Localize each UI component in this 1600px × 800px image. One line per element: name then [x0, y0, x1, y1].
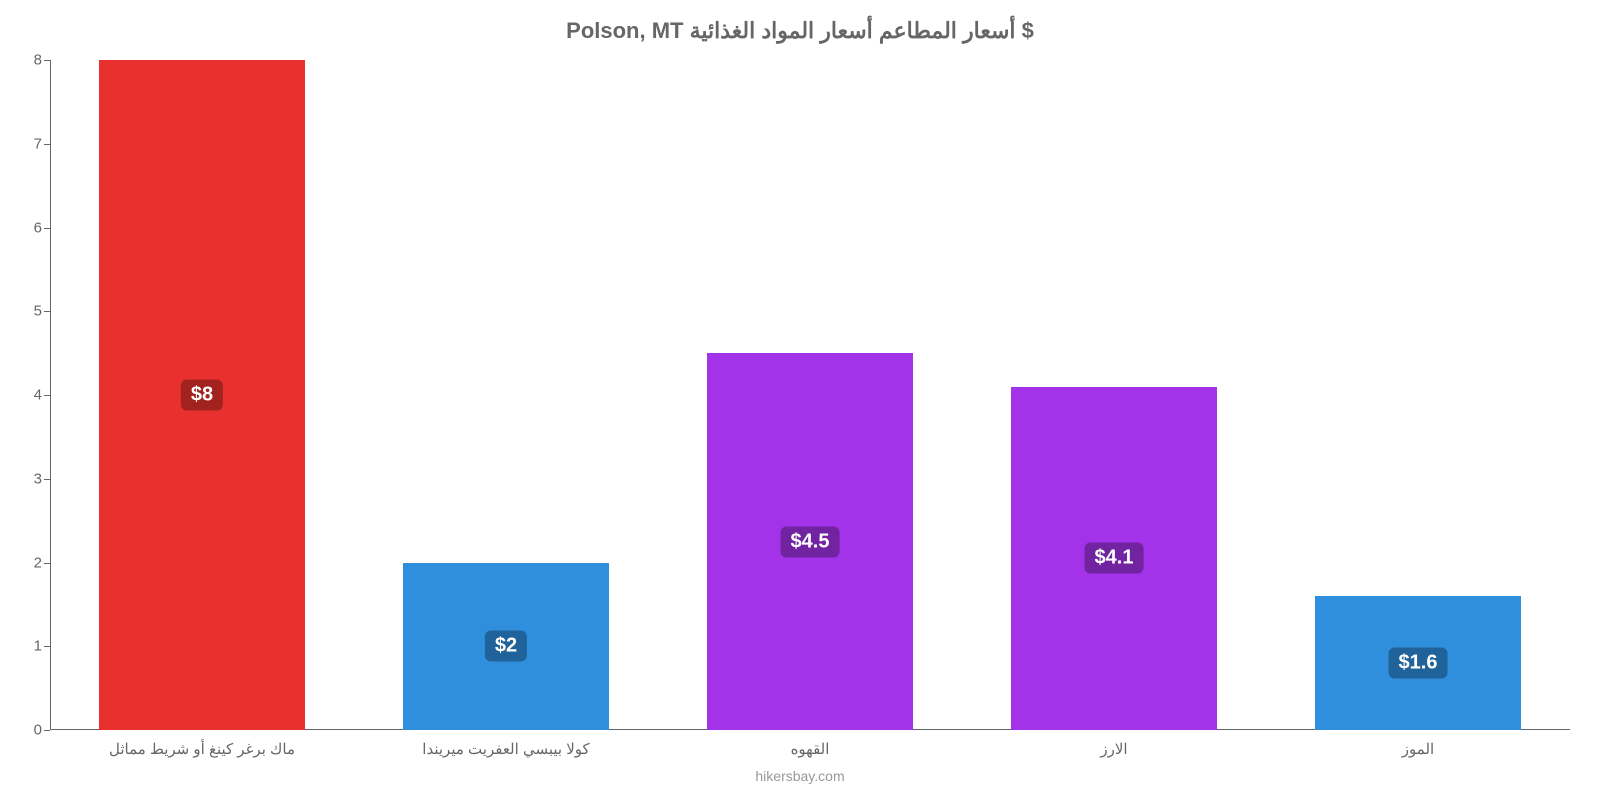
- attribution-text: hikersbay.com: [755, 768, 844, 784]
- bar-value-badge: $2: [485, 631, 527, 662]
- bar-value-badge: $4.5: [781, 526, 840, 557]
- y-tick-mark: [44, 60, 50, 61]
- x-tick-label: كولا بيبسي العفريت ميريندا: [422, 730, 589, 758]
- bar: $4.5: [707, 353, 914, 730]
- chart-plot-area: $8$2$4.5$4.1$1.6 012345678ماك برغر كينغ …: [50, 60, 1570, 730]
- y-tick-mark: [44, 144, 50, 145]
- y-tick-mark: [44, 228, 50, 229]
- bar-value-badge: $8: [181, 380, 223, 411]
- y-tick-mark: [44, 563, 50, 564]
- x-tick-label: القهوه: [791, 730, 830, 758]
- x-tick-label: الموز: [1402, 730, 1434, 758]
- bar: $8: [99, 60, 306, 730]
- bar: $4.1: [1011, 387, 1218, 730]
- bar: $1.6: [1315, 596, 1522, 730]
- y-tick-mark: [44, 730, 50, 731]
- x-tick-label: ماك برغر كينغ أو شريط مماثل: [109, 730, 295, 758]
- y-tick-mark: [44, 311, 50, 312]
- bars-container: $8 $2 $4.5 $4.1 $1.6: [50, 60, 1570, 730]
- y-tick-mark: [44, 646, 50, 647]
- bar-value-badge: $4.1: [1085, 543, 1144, 574]
- x-tick-label: الارز: [1100, 730, 1127, 758]
- y-tick-mark: [44, 395, 50, 396]
- chart-title: $ أسعار المطاعم أسعار المواد الغذائية Po…: [0, 0, 1600, 44]
- bar-value-badge: $1.6: [1389, 648, 1448, 679]
- y-tick-mark: [44, 479, 50, 480]
- bar: $2: [403, 563, 610, 731]
